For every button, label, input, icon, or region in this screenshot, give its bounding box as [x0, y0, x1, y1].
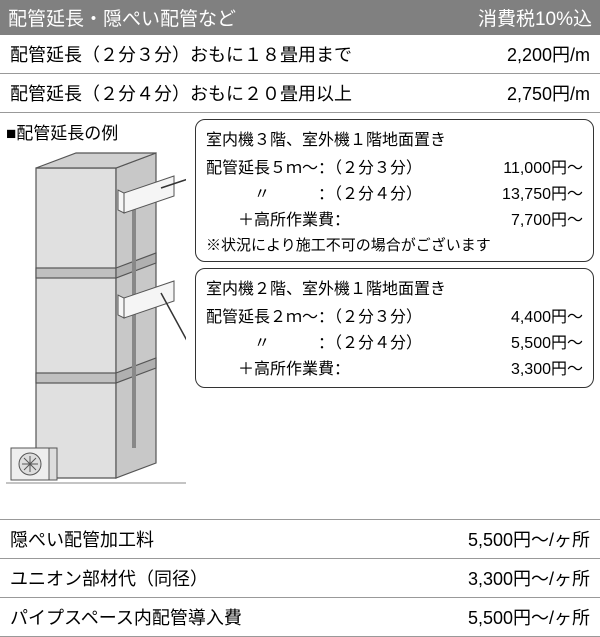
row-price: 5,500円～/ヶ所 [468, 604, 590, 630]
row-label: ユニオン部材代（同径） [10, 565, 208, 591]
row-label: パイプスペース内配管導入費 [10, 604, 242, 630]
row-price: 3,300円～/ヶ所 [468, 565, 590, 591]
price-row-2: 配管延長（２分４分）おもに２０畳用以上 2,750円/m [0, 74, 600, 113]
info-line: 配管延長２ｍ～：（２分３分）4,400円～ [206, 303, 583, 327]
info-box-3f: 室内機３階、室外機１階地面置き 配管延長５ｍ～：（２分３分）11,000円～ 〃… [195, 119, 594, 262]
info-line: 配管延長５ｍ～：（２分３分）11,000円～ [206, 154, 583, 178]
box-title: 室内機２階、室外機１階地面置き [206, 275, 583, 299]
info-line: 〃 ：（２分４分）5,500円～ [206, 329, 583, 353]
info-box-2f: 室内機２階、室外機１階地面置き 配管延長２ｍ～：（２分３分）4,400円～ 〃 … [195, 268, 594, 388]
price-row-1: 配管延長（２分３分）おもに１８畳用まで 2,200円/m [0, 35, 600, 74]
info-note: ※状況により施工不可の場合がございます [206, 234, 583, 255]
bottom-row-1: 隠ぺい配管加工料 5,500円～/ヶ所 [0, 520, 600, 559]
bottom-row-3: パイプスペース内配管導入費 5,500円～/ヶ所 [0, 598, 600, 637]
building-diagram [6, 148, 186, 508]
diagram-title: ■配管延長の例 [6, 119, 189, 144]
info-right: 室内機３階、室外機１階地面置き 配管延長５ｍ～：（２分３分）11,000円～ 〃… [195, 113, 600, 519]
info-line: ＋高所作業費：3,300円～ [206, 355, 583, 379]
row-price: 2,200円/m [507, 41, 590, 67]
diagram-section: ■配管延長の例 [0, 113, 600, 520]
header: 配管延長・隠ぺい配管など 消費税10%込 [0, 0, 600, 35]
info-line: 〃 ：（２分４分）13,750円～ [206, 180, 583, 204]
row-price: 2,750円/m [507, 80, 590, 106]
row-label: 配管延長（２分３分）おもに１８畳用まで [10, 41, 352, 67]
header-tax: 消費税10%込 [478, 4, 592, 31]
header-title: 配管延長・隠ぺい配管など [8, 4, 236, 31]
row-price: 5,500円～/ヶ所 [468, 526, 590, 552]
diagram-left: ■配管延長の例 [0, 113, 195, 519]
row-label: 隠ぺい配管加工料 [10, 526, 154, 552]
box-title: 室内機３階、室外機１階地面置き [206, 126, 583, 150]
row-label: 配管延長（２分４分）おもに２０畳用以上 [10, 80, 352, 106]
info-line: ＋高所作業費：7,700円～ [206, 206, 583, 230]
bottom-row-2: ユニオン部材代（同径） 3,300円～/ヶ所 [0, 559, 600, 598]
